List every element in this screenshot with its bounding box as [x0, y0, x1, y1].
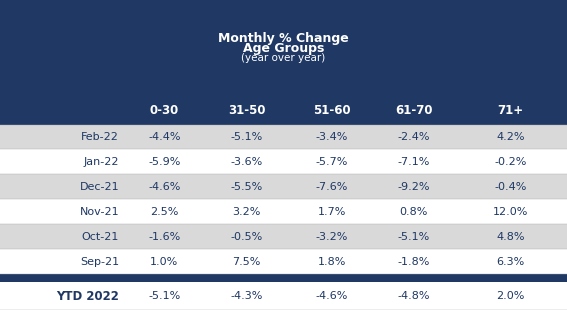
- Text: 6.3%: 6.3%: [496, 257, 524, 267]
- Text: -4.4%: -4.4%: [148, 132, 181, 142]
- Text: -1.6%: -1.6%: [149, 232, 180, 242]
- Text: -5.1%: -5.1%: [149, 291, 180, 301]
- Text: Jan-22: Jan-22: [83, 157, 119, 167]
- Text: 31-50: 31-50: [228, 104, 265, 117]
- Text: 61-70: 61-70: [395, 104, 433, 117]
- Text: -4.8%: -4.8%: [397, 291, 430, 301]
- Text: -7.6%: -7.6%: [315, 182, 348, 192]
- Text: 2.0%: 2.0%: [496, 291, 524, 301]
- Text: -5.1%: -5.1%: [398, 232, 430, 242]
- Text: -5.7%: -5.7%: [315, 157, 348, 167]
- Text: -0.5%: -0.5%: [231, 232, 263, 242]
- Text: -4.6%: -4.6%: [148, 182, 181, 192]
- Text: 0-30: 0-30: [150, 104, 179, 117]
- Text: 4.2%: 4.2%: [496, 132, 524, 142]
- Text: Feb-22: Feb-22: [81, 132, 119, 142]
- Text: -4.3%: -4.3%: [230, 291, 263, 301]
- Text: Oct-21: Oct-21: [82, 232, 119, 242]
- Text: 2.5%: 2.5%: [150, 207, 179, 217]
- Bar: [0, 97, 567, 125]
- Text: 3.2%: 3.2%: [232, 207, 261, 217]
- Text: -0.2%: -0.2%: [494, 157, 527, 167]
- Text: Age Groups: Age Groups: [243, 42, 324, 55]
- Text: 4.8%: 4.8%: [496, 232, 524, 242]
- Text: (year over year): (year over year): [242, 53, 325, 63]
- Text: -1.8%: -1.8%: [397, 257, 430, 267]
- Text: 1.8%: 1.8%: [318, 257, 346, 267]
- Bar: [0, 199, 567, 224]
- Bar: [0, 249, 567, 274]
- Text: -5.9%: -5.9%: [148, 157, 181, 167]
- Bar: [0, 174, 567, 199]
- Text: Nov-21: Nov-21: [79, 207, 119, 217]
- Text: -4.6%: -4.6%: [315, 291, 348, 301]
- Text: -3.6%: -3.6%: [231, 157, 263, 167]
- Text: 12.0%: 12.0%: [493, 207, 528, 217]
- Text: -2.4%: -2.4%: [397, 132, 430, 142]
- Text: -7.1%: -7.1%: [397, 157, 430, 167]
- Text: Sep-21: Sep-21: [80, 257, 119, 267]
- Bar: [0, 282, 567, 310]
- Bar: [0, 125, 567, 149]
- Text: -5.5%: -5.5%: [231, 182, 263, 192]
- Text: -5.1%: -5.1%: [231, 132, 263, 142]
- Text: 71+: 71+: [497, 104, 523, 117]
- Text: -3.2%: -3.2%: [315, 232, 348, 242]
- Text: 1.0%: 1.0%: [150, 257, 179, 267]
- Text: -9.2%: -9.2%: [397, 182, 430, 192]
- Text: -0.4%: -0.4%: [494, 182, 527, 192]
- Text: 1.7%: 1.7%: [318, 207, 346, 217]
- Bar: [0, 274, 567, 282]
- Bar: [0, 0, 567, 97]
- Text: Dec-21: Dec-21: [79, 182, 119, 192]
- Text: Monthly % Change: Monthly % Change: [218, 32, 349, 45]
- Text: 0.8%: 0.8%: [400, 207, 428, 217]
- Bar: [0, 224, 567, 249]
- Bar: [0, 149, 567, 175]
- Text: -3.4%: -3.4%: [315, 132, 348, 142]
- Text: 7.5%: 7.5%: [232, 257, 261, 267]
- Text: 51-60: 51-60: [313, 104, 350, 117]
- Text: YTD 2022: YTD 2022: [56, 290, 119, 303]
